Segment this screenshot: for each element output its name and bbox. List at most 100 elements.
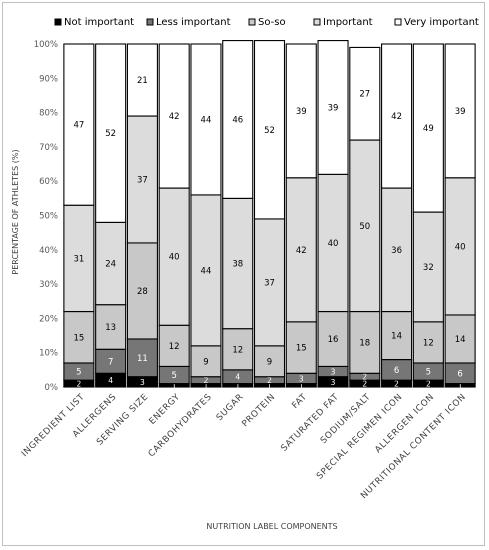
bar-segment [444, 314, 476, 364]
data-label: 44 [201, 266, 212, 276]
bar-stack: 22 18 50 27 [349, 46, 381, 389]
data-label: 49 [423, 124, 434, 134]
bar-segment [126, 43, 158, 117]
bar-segment [222, 40, 254, 199]
bar-segment [190, 194, 222, 347]
data-label: 39 [296, 107, 307, 117]
y-tick-label: 60% [39, 177, 58, 187]
data-label: 31 [73, 254, 84, 264]
bar-segment [412, 321, 444, 364]
bar-stack: 33 16 40 39 [317, 40, 349, 388]
legend-label: Very important [404, 17, 479, 28]
bar-segment [158, 324, 190, 367]
data-label: 1 [235, 381, 240, 390]
data-label: 2 [426, 380, 431, 389]
bar-segment [158, 43, 190, 189]
bar-segment [190, 345, 222, 378]
data-label: 13 [105, 323, 116, 333]
x-tick-label: CARBOHYDRATES [147, 392, 214, 459]
data-label: 4 [108, 376, 113, 385]
x-tick-label: SUGAR [215, 392, 246, 423]
bar-segment [349, 46, 381, 141]
data-label: 47 [73, 121, 84, 131]
data-label: 11 [137, 354, 148, 364]
bar-segment [381, 187, 413, 313]
legend-label: Less important [156, 17, 231, 28]
bar-segment [317, 310, 349, 367]
bar-segment [412, 43, 444, 213]
data-label: 9 [203, 357, 208, 367]
data-label: 46 [232, 115, 243, 125]
data-label: 3 [331, 378, 336, 387]
bar-segment [63, 43, 95, 206]
bar-segment [190, 43, 222, 196]
bar-stack: 2 5 15 31 47 [63, 43, 95, 389]
bar-segment [285, 43, 317, 179]
x-tick-label: FAT [290, 392, 309, 411]
data-label: 3 [331, 368, 336, 377]
bar-segment [253, 345, 286, 378]
data-label: 24 [105, 260, 116, 270]
y-tick-label: 30% [39, 280, 58, 290]
data-label: 27 [359, 90, 370, 100]
legend-label: So-so [258, 17, 286, 28]
data-label: 6 [457, 369, 462, 379]
data-label: 2 [394, 380, 399, 389]
bar-segment [317, 40, 349, 175]
legend-swatch [313, 18, 321, 26]
data-label: 50 [359, 222, 370, 232]
bar-segment [126, 338, 158, 378]
data-label: 42 [169, 112, 180, 122]
legend: Not important Less important So-so Importan… [54, 17, 479, 28]
data-label: 36 [391, 246, 402, 256]
bar-segment [444, 177, 476, 316]
y-tick-label: 100% [34, 40, 58, 50]
data-label: 28 [137, 287, 148, 297]
x-tick-label: PROTEIN [240, 392, 277, 429]
bar-segment [444, 43, 476, 179]
legend-swatch [146, 18, 154, 26]
bar-stack: 15 12 40 42 [158, 43, 190, 390]
legend-swatch [54, 18, 62, 26]
data-label: 2 [362, 380, 367, 389]
y-tick-label: 10% [39, 349, 58, 359]
bars: 2515314747132452311283721151240421294444… [63, 40, 476, 390]
data-label: 2 [76, 380, 81, 389]
x-tick-label: SATURATED FAT [279, 392, 341, 454]
data-label: 1 [299, 381, 304, 390]
legend-swatch [394, 18, 402, 26]
bar-stack: 13 15 42 39 [285, 43, 317, 390]
x-axis-title: NUTRITION LABEL COMPONENTS [206, 522, 337, 531]
data-label: 18 [359, 338, 370, 348]
bar-segment [253, 40, 286, 220]
data-label: 5 [426, 368, 431, 378]
data-label: 40 [328, 239, 339, 249]
bar-stack: 4 7 13 24 52 [95, 43, 127, 388]
bar-segment [381, 310, 413, 361]
y-tick-label: 20% [39, 314, 58, 324]
data-label: 5 [76, 368, 81, 378]
bar-segment [126, 115, 158, 244]
data-label: 37 [264, 278, 275, 288]
bar-segment [95, 43, 127, 223]
bar-segment [349, 310, 381, 374]
data-label: 1 [267, 381, 272, 390]
bar-stack: 2 5 12 32 49 [412, 43, 444, 389]
y-tick-label: 90% [39, 74, 58, 84]
data-label: 15 [73, 333, 84, 343]
bar-segment [158, 187, 190, 326]
y-tick-label: 0% [45, 383, 59, 393]
legend-label: Not important [64, 17, 134, 28]
data-label: 2 [267, 376, 272, 385]
bar-stack: 2 6 14 36 42 [381, 43, 413, 389]
bar-stack: 1 6 14 40 39 [444, 43, 476, 390]
data-label: 12 [423, 338, 434, 348]
bar-segment [285, 321, 317, 374]
data-label: 3 [299, 374, 304, 383]
x-tick-label: ALLERGEN ICON [373, 392, 436, 455]
data-label: 15 [296, 344, 307, 354]
data-label: 52 [105, 129, 116, 139]
data-label: 44 [201, 115, 212, 125]
data-label: 40 [455, 242, 466, 252]
